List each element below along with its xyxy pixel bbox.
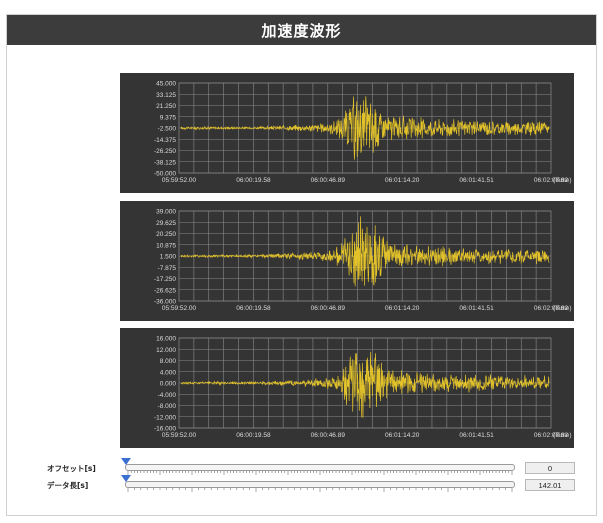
x-axis-label: (Time) (553, 305, 572, 312)
y-tick-label: -14.375 (154, 137, 176, 144)
y-tick-label: 4.000 (160, 369, 177, 376)
waveform-chart-3: 16.000 12.000 8.000 4.000 0.000 -4.000 -8.000 -… (154, 336, 572, 440)
y-tick-label: 21.250 (156, 103, 176, 110)
x-tick-label: 06:00:46.89 (311, 305, 346, 312)
waveform-series-line (180, 216, 550, 287)
waveform-window: 加速度波形 45.000 33.125 21.250 9.375 -2.500 -14.3… (6, 14, 597, 516)
data-length-value-field[interactable]: 142.01 (525, 479, 575, 491)
waveform-series-line (180, 351, 550, 418)
x-tick-label: 05:59:52.00 (162, 305, 197, 312)
y-tick-label: -2.500 (158, 126, 177, 133)
y-tick-label: 1.500 (160, 254, 177, 261)
y-tick-label: 45.000 (156, 81, 176, 88)
y-tick-label: 20.250 (156, 231, 176, 238)
y-tick-label: 12.000 (156, 347, 176, 354)
y-tick-label: -4.000 (158, 392, 177, 399)
y-tick-label: -8.000 (158, 403, 177, 410)
y-tick-label: 39.000 (156, 209, 176, 216)
x-tick-label: 05:59:52.00 (162, 177, 197, 184)
data-length-slider-ticks (127, 488, 513, 492)
offset-slider-track[interactable] (125, 464, 515, 471)
offset-slider-ticks (127, 471, 513, 475)
y-tick-label: -50.000 (154, 171, 176, 178)
x-tick-label: 06:02:08.82 (534, 177, 569, 184)
x-axis-label: (Time) (553, 177, 572, 184)
y-tick-label: -26.625 (154, 287, 176, 294)
x-tick-label: 06:02:08.82 (534, 305, 569, 312)
x-tick-label: 06:00:19.58 (236, 177, 271, 184)
y-tick-label: -38.125 (154, 159, 176, 166)
x-tick-label: 06:01:41.51 (459, 305, 494, 312)
waveform-panel-3: 16.000 12.000 8.000 4.000 0.000 -4.000 -8.000 -… (120, 328, 574, 448)
waveform-chart-1: 45.000 33.125 21.250 9.375 -2.500 -14.375 -26.… (154, 81, 572, 185)
x-axis-label: (Time) (553, 432, 572, 439)
y-tick-label: 10.875 (156, 242, 176, 249)
y-tick-label: 9.375 (160, 114, 177, 121)
data-length-label: データ長[s] (47, 481, 89, 490)
y-tick-label: -36.000 (154, 299, 176, 306)
data-length-slider[interactable] (121, 475, 515, 492)
x-tick-label: 06:00:46.89 (311, 432, 346, 439)
x-tick-label: 06:01:14.20 (385, 177, 420, 184)
offset-value-field[interactable]: 0 (525, 462, 575, 474)
y-tick-label: 8.000 (160, 358, 177, 365)
y-tick-label: -16.000 (154, 426, 176, 433)
x-tick-label: 06:01:14.20 (385, 432, 420, 439)
window-title: 加速度波形 (7, 15, 596, 45)
x-tick-label: 06:02:08.82 (534, 432, 569, 439)
x-tick-label: 06:00:19.58 (236, 305, 271, 312)
y-tick-label: 0.000 (160, 381, 177, 388)
offset-slider-thumb[interactable] (121, 458, 131, 465)
waveform-chart-2: 39.000 29.625 20.250 10.875 1.500 -7.875 -17.2… (154, 209, 572, 313)
y-tick-label: 33.125 (156, 92, 176, 99)
offset-label: オフセット[s] (47, 464, 96, 473)
x-tick-label: 06:01:14.20 (385, 305, 420, 312)
x-tick-label: 06:01:41.51 (459, 177, 494, 184)
x-tick-label: 06:00:19.58 (236, 432, 271, 439)
data-length-slider-thumb[interactable] (121, 475, 131, 482)
y-tick-label: -17.250 (154, 276, 176, 283)
waveform-panel-2: 39.000 29.625 20.250 10.875 1.500 -7.875 -17.2… (120, 201, 574, 321)
x-tick-label: 06:01:41.51 (459, 432, 494, 439)
data-length-slider-track[interactable] (125, 481, 515, 488)
waveform-panel-1: 45.000 33.125 21.250 9.375 -2.500 -14.375 -26.… (120, 73, 574, 193)
offset-slider[interactable] (121, 458, 515, 475)
x-tick-label: 05:59:52.00 (162, 432, 197, 439)
y-tick-label: 29.625 (156, 220, 176, 227)
y-tick-label: -12.000 (154, 414, 176, 421)
x-tick-label: 06:00:46.89 (311, 177, 346, 184)
y-tick-label: 16.000 (156, 336, 176, 343)
y-tick-label: -26.250 (154, 148, 176, 155)
y-tick-label: -7.875 (158, 265, 177, 272)
waveform-series-line (180, 96, 550, 160)
